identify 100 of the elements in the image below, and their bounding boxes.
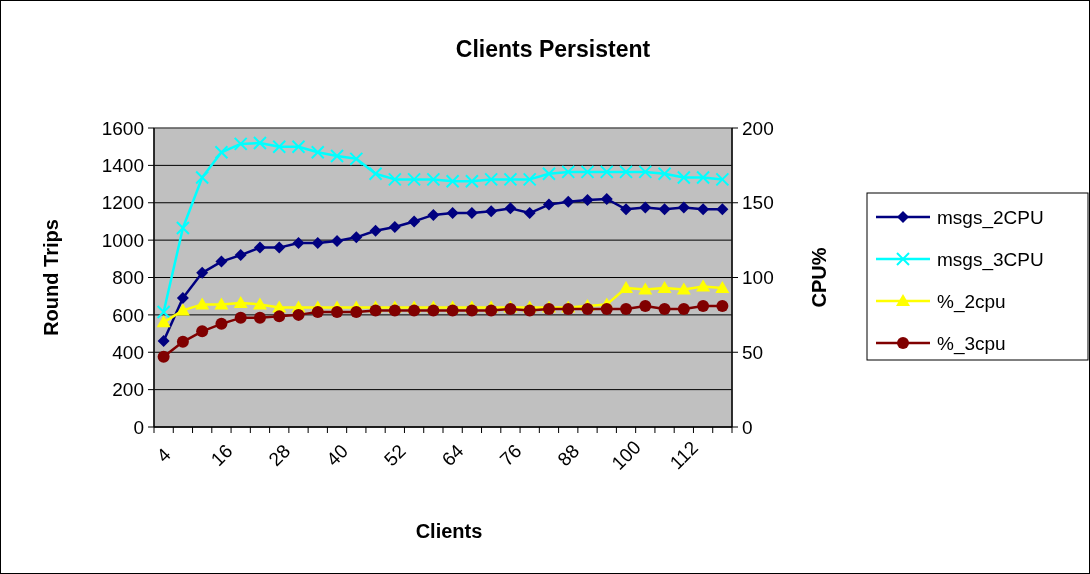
point <box>387 172 402 187</box>
point <box>696 170 711 185</box>
point <box>697 203 710 216</box>
point <box>581 193 594 206</box>
y-tick-label: 1000 <box>101 229 144 251</box>
point <box>600 193 613 206</box>
point <box>716 203 729 216</box>
point <box>657 280 672 293</box>
point <box>562 195 575 208</box>
legend-label: msgs_3CPU <box>937 248 1044 271</box>
point <box>273 241 286 254</box>
point <box>176 335 189 348</box>
point <box>676 170 691 185</box>
point <box>291 139 306 154</box>
point <box>427 304 440 317</box>
y-tick-label: 0 <box>133 416 144 438</box>
point <box>196 266 209 279</box>
point <box>195 170 210 185</box>
y-tick-label: 600 <box>112 304 144 326</box>
x-tick-label: 112 <box>665 436 703 474</box>
point <box>176 292 189 305</box>
point <box>485 205 498 218</box>
point <box>368 166 383 181</box>
point <box>175 303 190 316</box>
point <box>195 297 210 310</box>
point <box>638 282 653 295</box>
y-tick-label: 1600 <box>101 117 144 139</box>
y2-tick-label: 50 <box>742 341 764 363</box>
legend-label: %_2cpu <box>937 290 1006 313</box>
point <box>620 203 633 216</box>
point <box>657 166 672 181</box>
y2-tick-label: 150 <box>742 192 774 214</box>
point <box>350 305 363 318</box>
point <box>196 325 209 338</box>
y-tick-label: 400 <box>112 341 144 363</box>
point <box>252 297 267 310</box>
point <box>561 164 576 179</box>
y2-tick-label: 200 <box>742 117 774 139</box>
point <box>252 135 267 150</box>
x-tick-label: 4 <box>152 443 176 467</box>
point <box>485 304 498 317</box>
point <box>233 295 248 308</box>
point <box>253 241 266 254</box>
point <box>658 302 671 315</box>
x-tick-label: 16 <box>206 440 237 471</box>
y-axis-title: Round Trips <box>40 219 62 336</box>
point <box>331 235 344 248</box>
point <box>215 317 228 330</box>
point <box>214 145 229 160</box>
point <box>408 304 421 317</box>
point <box>541 166 556 181</box>
point <box>658 203 671 216</box>
point <box>157 335 170 348</box>
point <box>581 302 594 315</box>
point <box>310 145 325 160</box>
point <box>311 305 324 318</box>
point <box>446 207 459 220</box>
point <box>504 202 517 215</box>
point <box>156 315 171 328</box>
point <box>331 305 344 318</box>
x-tick-label: 64 <box>437 439 468 471</box>
point <box>407 172 422 187</box>
point <box>388 221 401 234</box>
legend-label: msgs_2CPU <box>937 206 1044 229</box>
point <box>638 164 653 179</box>
point <box>349 151 364 166</box>
point <box>484 172 499 187</box>
point <box>503 172 518 187</box>
point <box>639 299 652 312</box>
point <box>272 139 287 154</box>
point <box>465 304 478 317</box>
x-tick-label: 76 <box>495 440 526 471</box>
point <box>369 224 382 237</box>
point <box>542 198 555 211</box>
point <box>523 207 536 220</box>
point <box>677 302 690 315</box>
x-axis-title: Clients <box>415 520 483 542</box>
point <box>156 305 171 320</box>
point <box>426 172 441 187</box>
point <box>620 302 633 315</box>
y2-tick-label: 0 <box>742 416 753 438</box>
x-tick-label: 52 <box>380 440 410 471</box>
point <box>677 201 690 214</box>
x-tick-label: 88 <box>553 440 584 471</box>
point <box>408 215 421 228</box>
point <box>619 280 634 293</box>
point <box>446 304 459 317</box>
point <box>157 350 170 363</box>
y2-axis-title: CPU% <box>808 247 830 308</box>
y2-tick-label: 100 <box>742 267 774 289</box>
y-tick-label: 200 <box>112 379 144 401</box>
point <box>599 164 614 179</box>
point <box>388 304 401 317</box>
point <box>715 280 730 293</box>
y-tick-label: 1200 <box>101 192 144 214</box>
point <box>522 172 537 187</box>
point <box>234 311 247 324</box>
point <box>696 279 711 292</box>
point <box>273 310 286 323</box>
point <box>350 231 363 244</box>
